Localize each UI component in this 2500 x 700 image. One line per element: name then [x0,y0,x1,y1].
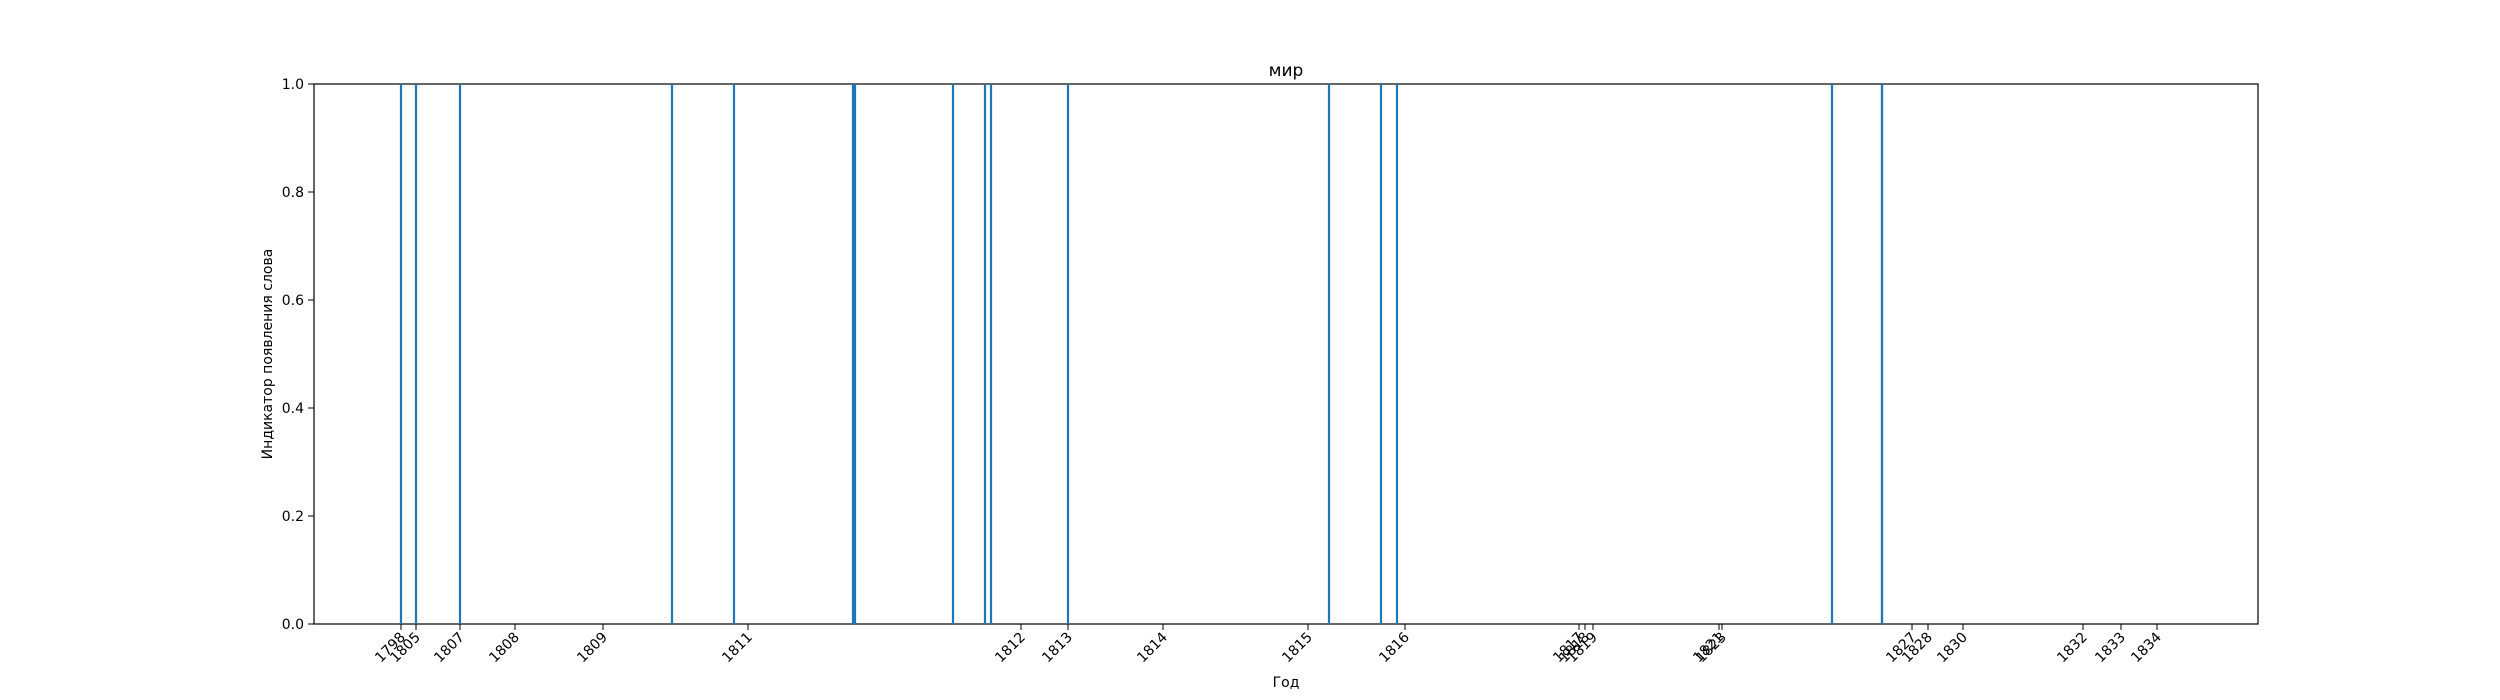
x-tick-label: 1815 [1279,630,1316,667]
x-tick-label: 1830 [1934,630,1971,667]
x-tick-label: 1813 [1039,630,1076,667]
bars-group [399,84,1884,624]
y-axis-label: Индикатор появления слова [260,249,276,460]
y-tick-label: 1.0 [282,77,304,93]
x-tick-label: 1833 [2092,630,2129,667]
x-tick-label: 1812 [992,630,1029,667]
y-tick-label: 0.2 [282,509,304,525]
x-tick-label: 1807 [431,630,468,667]
x-tick-label: 1814 [1134,629,1171,666]
y-axis: 0.0 0.2 0.4 0.6 0.8 1.0 [282,77,314,633]
x-tick-label: 1816 [1376,629,1413,666]
x-tick-label: 1808 [486,630,523,667]
plot-frame [313,83,2259,625]
plot-area [313,83,2259,625]
y-tick-label: 0.6 [282,293,304,309]
y-tick-label: 0.0 [282,617,304,633]
x-tick-label: 1809 [574,630,611,667]
x-tick-label: 1832 [2054,630,2091,667]
x-axis-label: Год [1273,675,1300,691]
chart-title: мир [1269,61,1304,81]
y-tick-label: 0.8 [282,185,304,201]
x-tick-label: 1834 [2128,629,2165,666]
y-tick-label: 0.4 [282,401,304,417]
x-tick-label: 1811 [719,630,756,667]
